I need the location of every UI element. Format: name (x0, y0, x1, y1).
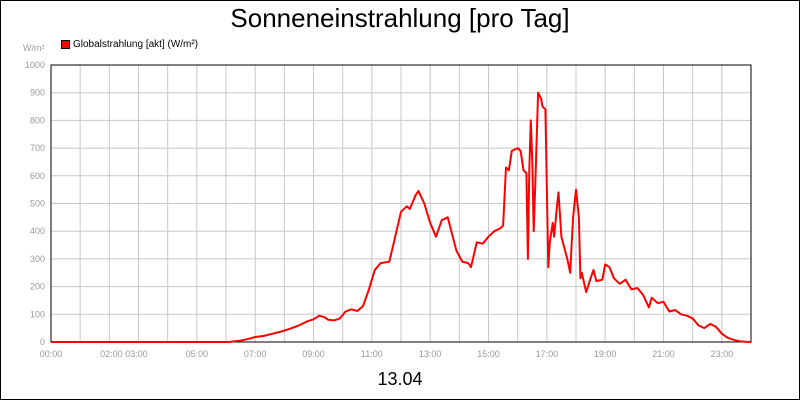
y-tick-label: 1000 (25, 60, 45, 70)
y-tick-label: 600 (30, 171, 45, 181)
x-tick-label: 02:00 03:00 (100, 349, 148, 359)
y-tick-label: 500 (30, 199, 45, 209)
x-tick-label: 21:00 (652, 349, 675, 359)
x-tick-label: 07:00 (244, 349, 267, 359)
y-tick-label: 900 (30, 88, 45, 98)
x-tick-label: 19:00 (594, 349, 617, 359)
legend: Globalstrahlung [akt] (W/m²) (61, 39, 198, 50)
x-tick-label: 15:00 (477, 349, 500, 359)
plot-border (50, 64, 752, 343)
y-tick-label: 300 (30, 254, 45, 264)
x-tick-label: 23:00 (711, 349, 734, 359)
y-tick-label: 400 (30, 226, 45, 236)
y-axis-unit: W/m² (23, 43, 45, 53)
x-tick-label: 05:00 (186, 349, 209, 359)
y-tick-label: 100 (30, 309, 45, 319)
x-tick-label: 11:00 (361, 349, 383, 359)
x-tick-label: 13:00 (419, 349, 442, 359)
x-axis-ticks: 00:00 02:00 03:00 05:00 07:00 09:00 11:00 13:0… (40, 349, 733, 359)
date-label: 13.04 (377, 369, 423, 389)
legend-label: Globalstrahlung [akt] (W/m²) (73, 39, 199, 50)
x-tick-label: 09:00 (302, 349, 325, 359)
x-tick-label: 17:00 (536, 349, 559, 359)
x-tick-label: 00:00 (40, 349, 63, 359)
y-tick-label: 200 (30, 282, 45, 292)
y-tick-label: 700 (30, 143, 45, 153)
chart-title: Sonneneinstrahlung [pro Tag] (230, 3, 570, 33)
series-layer (51, 91, 752, 343)
y-tick-label: 0 (40, 337, 45, 347)
y-axis-ticks: 0 100 200 300 400 500 600 700 800 900 1000 (25, 60, 45, 347)
series-line (51, 91, 752, 343)
legend-swatch (61, 40, 70, 49)
y-tick-label: 800 (30, 115, 45, 125)
